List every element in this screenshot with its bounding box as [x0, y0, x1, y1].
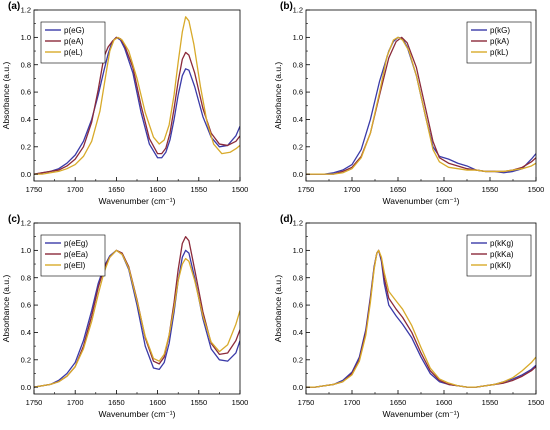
x-axis-label: Wavenumber (cm⁻¹)	[383, 196, 460, 206]
y-tick-label: 0.6	[293, 88, 303, 97]
legend-box	[466, 21, 532, 64]
x-tick-label: 1750	[298, 185, 315, 194]
y-tick-label: 0.8	[21, 60, 31, 69]
x-tick-label: 1650	[108, 185, 125, 194]
panel-1: 1750 1700 1650 1600 1550 1500 0.0 0.2 0.4 0.6 0.8 1…	[1, 1, 248, 206]
legend-box	[40, 234, 106, 277]
legend-label: p(kKa)	[490, 250, 514, 259]
legend-box	[40, 21, 106, 64]
y-tick-label: 0.0	[21, 383, 31, 392]
series-line-3	[34, 249, 240, 388]
y-tick-label: 0.2	[21, 142, 31, 151]
series-line-1	[34, 36, 240, 175]
x-tick-label: 1750	[298, 398, 315, 407]
y-tick-label: 1.0	[21, 246, 31, 255]
x-tick-label: 1600	[436, 185, 453, 194]
panel-label: (a)	[8, 1, 20, 12]
y-tick-label: 0.4	[21, 115, 31, 124]
y-tick-label: 0.8	[293, 60, 303, 69]
x-tick-label: 1750	[26, 398, 43, 407]
y-axis-label: Absorbance (a.u.)	[273, 62, 283, 130]
y-tick-label: 0.4	[21, 328, 31, 337]
legend-label: p(kL)	[490, 48, 509, 57]
legend: p(kKg) p(kKa) p(kKl)	[466, 234, 532, 277]
legend-label: p(kKg)	[490, 239, 514, 248]
legend-label: p(kA)	[490, 37, 509, 46]
legend-label: p(eEg)	[64, 239, 88, 248]
x-tick-label: 1700	[67, 398, 84, 407]
y-tick-label: 0.8	[21, 273, 31, 282]
x-tick-label: 1500	[232, 185, 249, 194]
legend-label: p(kG)	[490, 26, 510, 35]
y-tick-label: 0.2	[293, 142, 303, 151]
series-line-3	[306, 249, 536, 388]
y-tick-label: 1.2	[293, 219, 303, 228]
y-tick-label: 0.4	[293, 328, 303, 337]
panel-3: 1750 1700 1650 1600 1550 1500 0.0 0.2 0.4 0.6 0.8 1…	[1, 214, 248, 419]
series-line-2	[34, 36, 240, 175]
series-line-3	[306, 36, 536, 175]
legend: p(kG) p(kA) p(kL)	[466, 21, 532, 64]
x-tick-label: 1650	[390, 185, 407, 194]
legend-label: p(eA)	[64, 37, 84, 46]
x-tick-label: 1550	[190, 398, 207, 407]
panel-label: (b)	[280, 1, 293, 12]
legend: p(eG) p(eA) p(eL)	[40, 21, 106, 64]
y-tick-label: 0.0	[21, 170, 31, 179]
y-axis-label: Absorbance (a.u.)	[273, 275, 283, 343]
x-tick-label: 1700	[67, 185, 84, 194]
x-tick-label: 1550	[482, 185, 499, 194]
legend-label: p(eEa)	[64, 250, 88, 259]
y-tick-label: 0.8	[293, 273, 303, 282]
series-line-3	[34, 16, 240, 175]
x-tick-label: 1750	[26, 185, 43, 194]
y-tick-label: 0.2	[293, 355, 303, 364]
x-tick-label: 1500	[528, 185, 545, 194]
y-tick-label: 1.2	[293, 6, 303, 15]
x-tick-label: 1550	[190, 185, 207, 194]
x-tick-label: 1650	[108, 398, 125, 407]
y-tick-label: 1.2	[21, 6, 31, 15]
y-tick-label: 0.6	[21, 301, 31, 310]
y-tick-label: 0.2	[21, 355, 31, 364]
y-tick-label: 0.6	[21, 88, 31, 97]
x-axis-label: Wavenumber (cm⁻¹)	[99, 196, 176, 206]
panel-2: 1750 1700 1650 1600 1550 1500 0.0 0.2 0.4 0.6 0.8 1…	[273, 1, 544, 206]
x-tick-label: 1500	[528, 398, 545, 407]
x-axis-label: Wavenumber (cm⁻¹)	[383, 409, 460, 419]
y-tick-label: 1.0	[21, 33, 31, 42]
y-tick-label: 0.4	[293, 115, 303, 124]
x-tick-label: 1600	[436, 398, 453, 407]
x-tick-label: 1650	[390, 398, 407, 407]
y-axis-label: Absorbance (a.u.)	[1, 62, 11, 130]
y-tick-label: 0.0	[293, 170, 303, 179]
x-tick-label: 1700	[344, 185, 361, 194]
x-tick-label: 1600	[149, 185, 166, 194]
panel-label: (c)	[8, 214, 20, 225]
y-tick-label: 1.2	[21, 219, 31, 228]
x-tick-label: 1500	[232, 398, 249, 407]
panel-label: (d)	[280, 214, 293, 225]
legend: p(eEg) p(eEa) p(eEl)	[40, 234, 106, 277]
legend-label: p(kKl)	[490, 261, 511, 270]
legend-label: p(eEl)	[64, 261, 86, 270]
x-tick-label: 1700	[344, 398, 361, 407]
panel-4: 1750 1700 1650 1600 1550 1500 0.0 0.2 0.4 0.6 0.8 1…	[273, 214, 544, 419]
y-tick-label: 0.6	[293, 301, 303, 310]
legend-label: p(eG)	[64, 26, 85, 35]
legend-label: p(eL)	[64, 48, 83, 57]
y-tick-label: 0.0	[293, 383, 303, 392]
x-tick-label: 1600	[149, 398, 166, 407]
y-axis-label: Absorbance (a.u.)	[1, 275, 11, 343]
legend-box	[466, 234, 532, 277]
y-tick-label: 1.0	[293, 33, 303, 42]
y-tick-label: 1.0	[293, 246, 303, 255]
x-tick-label: 1550	[482, 398, 499, 407]
x-axis-label: Wavenumber (cm⁻¹)	[99, 409, 176, 419]
